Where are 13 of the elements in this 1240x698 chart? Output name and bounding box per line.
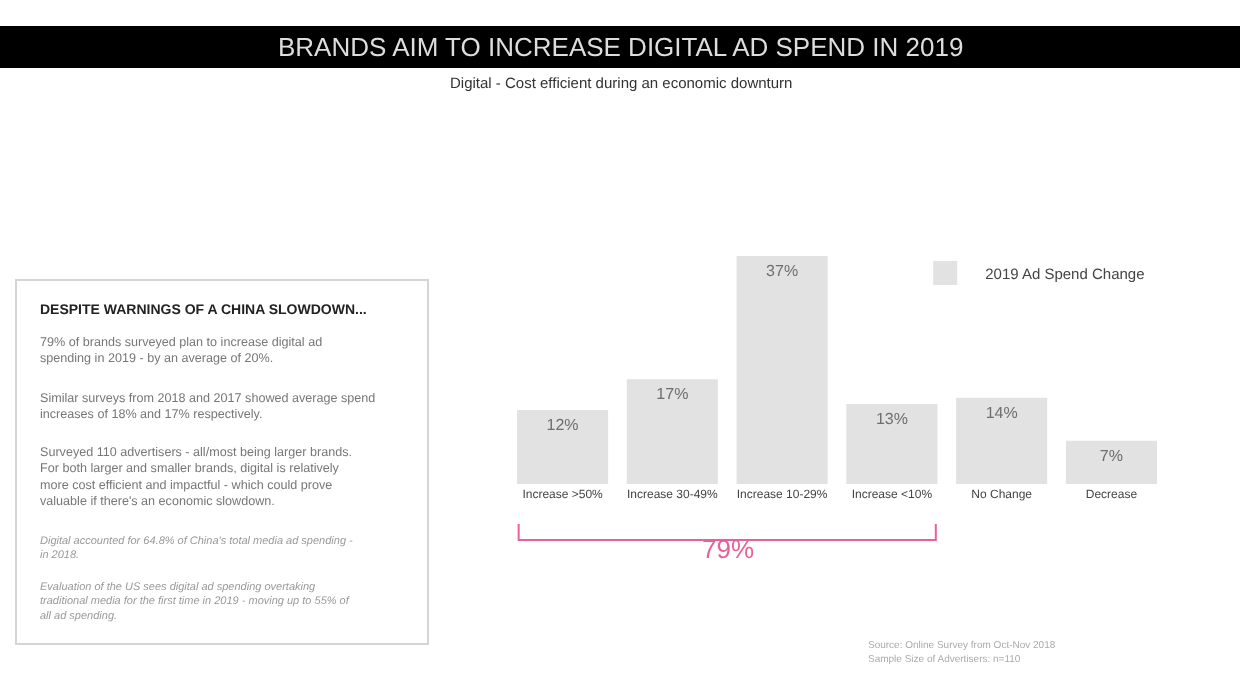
data-label: 17% (656, 385, 689, 404)
data-label: 13% (875, 409, 908, 428)
data-label: 7% (1099, 446, 1123, 465)
bar (517, 410, 609, 484)
data-label: 12% (546, 416, 579, 435)
bar (626, 379, 718, 484)
bar (846, 403, 938, 484)
chart-title: BRANDS AIM TO INCREASE DIGITAL AD SPEND IN 2019 (278, 32, 964, 62)
bar (736, 256, 828, 484)
data-label: 14% (985, 403, 1018, 422)
bar (1065, 440, 1157, 484)
data-label: 37% (766, 262, 799, 280)
bar (956, 397, 1048, 484)
